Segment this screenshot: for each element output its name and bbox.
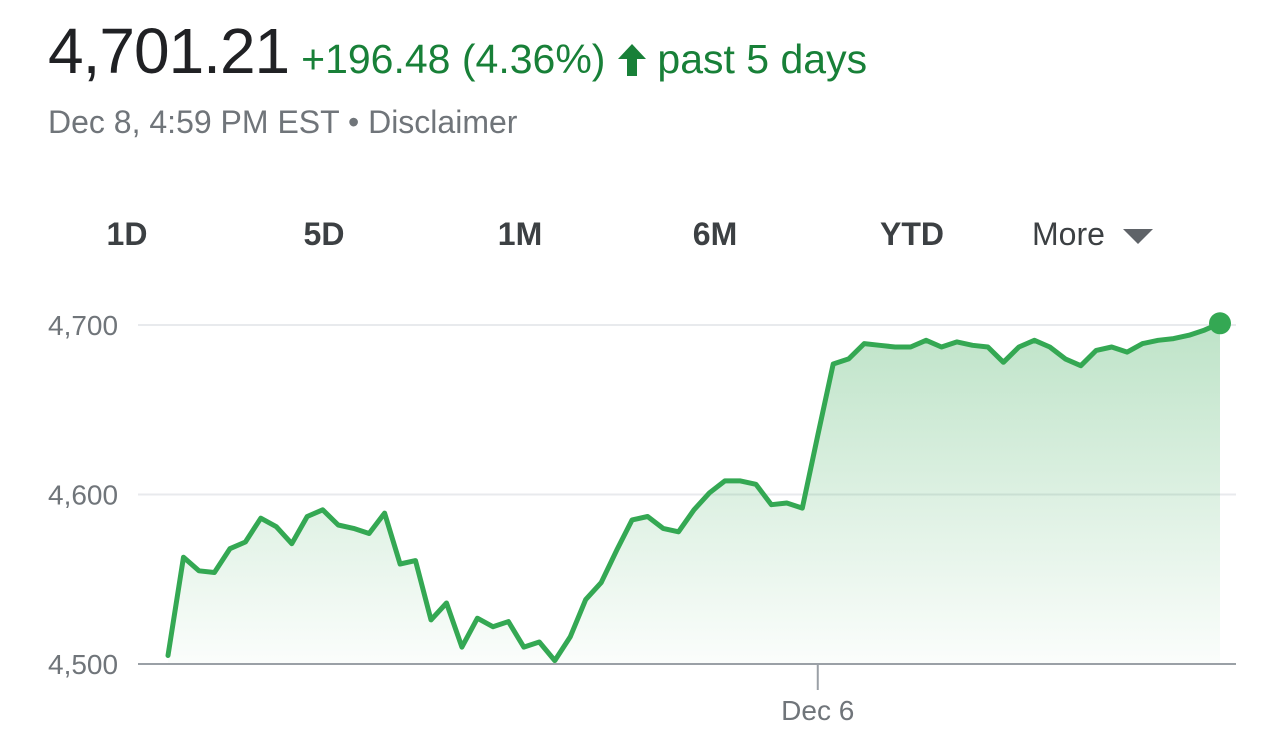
dropdown-triangle-icon (1122, 198, 1153, 270)
y-tick-label: 4,500 (48, 649, 118, 680)
tab-1m[interactable]: 1M (497, 216, 543, 252)
separator-dot: • (339, 104, 369, 140)
quote-subline: Dec 8, 4:59 PM EST • Disclaimer (48, 104, 517, 141)
latest-price-dot[interactable] (1209, 312, 1231, 335)
price-change: +196.48 (4.36%) (301, 36, 606, 82)
disclaimer-link[interactable]: Disclaimer (368, 104, 518, 140)
range-tabs: 1D 5D 1M 6M YTD More (0, 198, 1282, 270)
tab-ytd[interactable]: YTD (880, 216, 944, 252)
x-tick-label: Dec 6 (781, 695, 854, 726)
quote-timestamp: Dec 8, 4:59 PM EST (48, 104, 340, 140)
tab-more[interactable]: More (1032, 198, 1192, 270)
tab-6m[interactable]: 6M (692, 216, 738, 252)
tab-5d[interactable]: 5D (303, 216, 345, 252)
tab-1d[interactable]: 1D (106, 216, 148, 252)
y-tick-label: 4,700 (48, 310, 118, 341)
quote-header: 4,701.21 +196.48 (4.36%) past 5 days (48, 14, 867, 94)
current-price: 4,701.21 (48, 15, 290, 87)
y-tick-label: 4,600 (48, 480, 118, 511)
price-area (168, 323, 1220, 664)
change-period: past 5 days (657, 36, 868, 82)
arrow-up-icon (617, 43, 647, 82)
price-line (165, 320, 1223, 664)
